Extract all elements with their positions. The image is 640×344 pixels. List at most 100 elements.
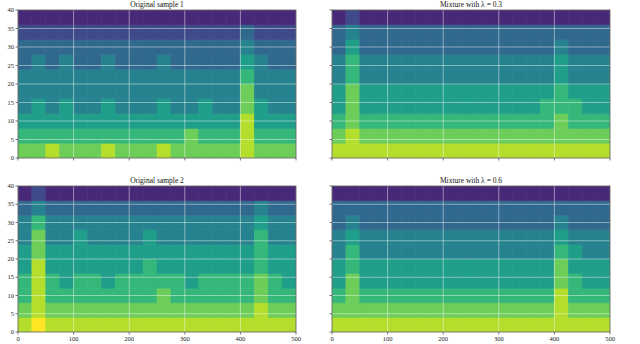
cell bbox=[74, 303, 88, 318]
cell bbox=[46, 259, 60, 274]
cell bbox=[443, 244, 457, 259]
grid-line bbox=[18, 277, 296, 278]
cell bbox=[402, 201, 416, 216]
cell bbox=[415, 317, 429, 332]
cell bbox=[360, 69, 374, 84]
cell bbox=[471, 25, 485, 40]
cell bbox=[471, 186, 485, 201]
cell bbox=[554, 10, 568, 25]
y-tick bbox=[330, 295, 333, 296]
cell bbox=[101, 69, 115, 84]
cell bbox=[129, 25, 143, 40]
cell bbox=[185, 143, 199, 158]
cell bbox=[254, 54, 268, 69]
y-tick bbox=[16, 313, 19, 314]
cell bbox=[568, 128, 582, 143]
y-tick-label: 20 bbox=[8, 80, 15, 87]
cell bbox=[213, 186, 227, 201]
cell bbox=[402, 317, 416, 332]
cell bbox=[457, 128, 471, 143]
cell bbox=[332, 143, 346, 158]
y-tick bbox=[16, 139, 19, 140]
cell bbox=[513, 244, 527, 259]
cell bbox=[388, 274, 402, 289]
cells bbox=[332, 186, 610, 332]
cell bbox=[171, 54, 185, 69]
cell bbox=[74, 69, 88, 84]
cell bbox=[60, 186, 74, 201]
cell bbox=[360, 201, 374, 216]
cell bbox=[443, 99, 457, 114]
cell bbox=[596, 230, 610, 245]
y-tick bbox=[16, 28, 19, 29]
cell bbox=[88, 259, 102, 274]
x-tick bbox=[498, 158, 499, 161]
cell bbox=[18, 259, 32, 274]
cell bbox=[46, 230, 60, 245]
cell bbox=[213, 84, 227, 99]
cell bbox=[554, 128, 568, 143]
cell bbox=[88, 317, 102, 332]
cell bbox=[254, 10, 268, 25]
cell bbox=[541, 10, 555, 25]
cell bbox=[88, 201, 102, 216]
cell bbox=[429, 25, 443, 40]
x-tick bbox=[387, 158, 388, 161]
cell bbox=[157, 303, 171, 318]
cell bbox=[360, 54, 374, 69]
cell bbox=[582, 54, 596, 69]
cell bbox=[101, 25, 115, 40]
cell bbox=[471, 259, 485, 274]
cell bbox=[185, 99, 199, 114]
cell bbox=[457, 244, 471, 259]
y-tick bbox=[16, 65, 19, 66]
cell bbox=[415, 201, 429, 216]
cell bbox=[74, 259, 88, 274]
grid-line bbox=[18, 121, 296, 122]
cell bbox=[240, 84, 254, 99]
cell bbox=[332, 84, 346, 99]
cell bbox=[74, 54, 88, 69]
cell bbox=[443, 317, 457, 332]
cell bbox=[199, 274, 213, 289]
cell bbox=[129, 128, 143, 143]
y-tick bbox=[330, 222, 333, 223]
cell bbox=[554, 230, 568, 245]
cell bbox=[443, 84, 457, 99]
cell bbox=[46, 143, 60, 158]
cell bbox=[282, 201, 296, 216]
cell bbox=[227, 303, 241, 318]
x-tick bbox=[332, 158, 333, 161]
cell bbox=[60, 230, 74, 245]
cell bbox=[18, 128, 32, 143]
cell bbox=[88, 10, 102, 25]
cell bbox=[88, 274, 102, 289]
cell bbox=[115, 25, 129, 40]
cell bbox=[388, 259, 402, 274]
y-tick-label: 0 bbox=[11, 154, 14, 161]
cell bbox=[157, 201, 171, 216]
y-tick bbox=[16, 259, 19, 260]
cell bbox=[582, 186, 596, 201]
y-tick-label: 15 bbox=[8, 273, 15, 280]
cell bbox=[171, 230, 185, 245]
cell bbox=[282, 274, 296, 289]
cell bbox=[360, 25, 374, 40]
cell bbox=[415, 186, 429, 201]
cell bbox=[541, 230, 555, 245]
cell bbox=[227, 259, 241, 274]
cell bbox=[332, 99, 346, 114]
figure: 0510152025303540Original sample 1Mixture… bbox=[0, 0, 640, 344]
cell bbox=[268, 10, 282, 25]
cell bbox=[582, 10, 596, 25]
cell bbox=[185, 259, 199, 274]
cell bbox=[171, 201, 185, 216]
cell bbox=[227, 128, 241, 143]
cell bbox=[582, 25, 596, 40]
cell bbox=[115, 259, 129, 274]
cell bbox=[513, 259, 527, 274]
cell bbox=[429, 54, 443, 69]
cell bbox=[388, 244, 402, 259]
cell bbox=[332, 10, 346, 25]
x-tick bbox=[73, 158, 74, 161]
